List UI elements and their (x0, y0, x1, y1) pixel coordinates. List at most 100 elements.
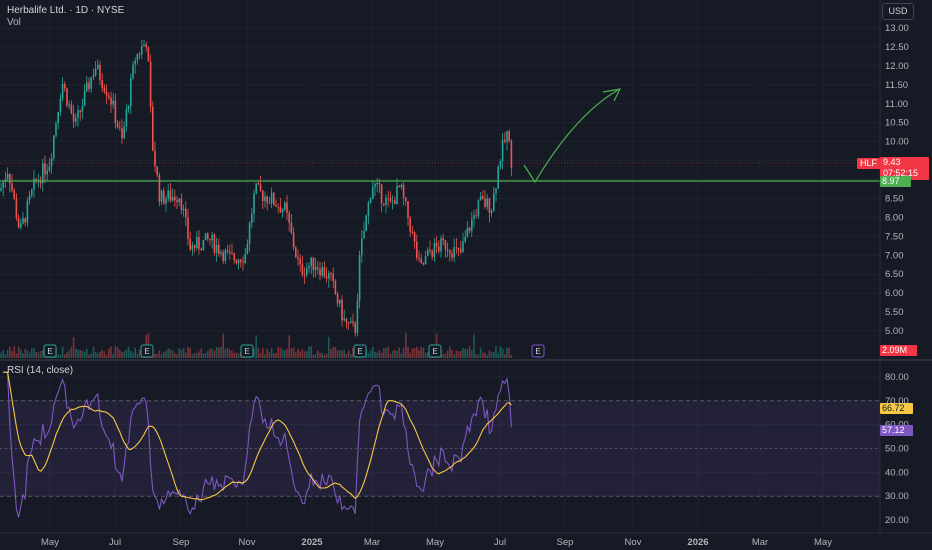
candle-body (482, 196, 484, 199)
currency-button[interactable]: USD (882, 3, 914, 20)
candle-body (152, 107, 154, 151)
candle-body (420, 258, 422, 263)
candle-body (207, 233, 209, 240)
candle-body (193, 245, 196, 248)
volume-bar (204, 352, 207, 358)
candle-body (477, 200, 480, 217)
volume-bar (422, 347, 425, 358)
candle-body (444, 240, 447, 250)
candle-body (299, 258, 301, 265)
candle-body (125, 109, 128, 127)
candle-body (328, 272, 330, 279)
volume-bar (253, 348, 255, 358)
volume-bar (215, 346, 218, 358)
rsi-line[interactable] (3, 371, 512, 518)
volume-bar (284, 350, 286, 358)
volume-bar (310, 346, 312, 358)
candle-body (372, 187, 374, 199)
volume-bar (31, 348, 33, 358)
candle-body (460, 249, 462, 253)
candle-body (83, 90, 86, 106)
volume-bar (442, 354, 444, 358)
volume-bar (394, 349, 396, 358)
projection-arrow[interactable] (523, 89, 619, 184)
candle-body (277, 206, 279, 208)
volume-bar (39, 351, 42, 358)
volume-bar (510, 354, 513, 358)
volume-bar (343, 349, 345, 358)
volume-bar (336, 350, 339, 358)
rsi-tick: 20.00 (885, 515, 909, 526)
volume-bar (325, 353, 328, 358)
volume-bar (413, 348, 416, 358)
volume-bar (506, 347, 508, 358)
candle-body (178, 198, 180, 202)
candle-body (442, 238, 444, 241)
candle-body (248, 222, 251, 245)
candle-body (416, 241, 418, 258)
volume-bar (424, 352, 427, 358)
candle-body (332, 273, 334, 282)
earnings-badge (353, 344, 367, 358)
volume-bar (121, 351, 123, 358)
volume-bar (453, 354, 455, 358)
earnings-badge (428, 344, 442, 358)
candle-body (488, 198, 491, 214)
candle-body (59, 98, 62, 112)
volume-bar (268, 352, 271, 358)
candle-body (312, 257, 315, 271)
candle-body (284, 202, 286, 210)
volume-bar (457, 351, 460, 358)
candle-body (435, 243, 438, 247)
volume-bar (178, 348, 180, 358)
candle-body (143, 44, 145, 47)
candle-body (356, 300, 359, 333)
candle-body (343, 318, 345, 321)
candle-body (385, 197, 387, 205)
candle-body (361, 238, 363, 256)
candle-body (0, 188, 2, 191)
volume-bar (185, 352, 187, 358)
price-tick: 5.00 (885, 326, 904, 337)
rsi-title[interactable]: RSI (14, close) (7, 365, 74, 376)
time-tick: Nov (625, 537, 642, 548)
candle-body (154, 150, 156, 167)
volume-bar (398, 347, 400, 358)
time-axis[interactable]: May Jul Sep Nov 2025 Mar May Jul Sep Nov 2026 Mar Ma… (41, 537, 832, 548)
candle-body (213, 234, 216, 253)
volume-bar (64, 354, 66, 358)
candle-body (380, 184, 383, 204)
candle-body (259, 184, 262, 191)
candle-body (303, 274, 306, 276)
candle-body (136, 53, 139, 61)
price-tick: 12.50 (885, 42, 909, 53)
candle-body (374, 184, 376, 188)
candle-body (389, 198, 392, 202)
candle-body (112, 100, 114, 105)
volume-bar (418, 350, 420, 358)
rsi-ma-line[interactable] (3, 371, 512, 501)
candle-body (273, 192, 275, 205)
candle-body (141, 46, 143, 55)
volume-bar (163, 352, 165, 358)
candle-body (347, 322, 350, 324)
volume-bar (372, 347, 374, 358)
candle-body (506, 131, 508, 142)
candle-body (290, 222, 293, 233)
volume-bar (257, 347, 260, 358)
volume-bar (0, 352, 2, 358)
candle-body (424, 256, 427, 265)
candle-body (33, 178, 35, 190)
candle-body (149, 61, 152, 108)
candle-body (50, 158, 53, 167)
symbol-title[interactable]: Herbalife Ltd. · 1D · NYSE (7, 5, 125, 16)
candle-body (231, 253, 233, 254)
candle-body (407, 201, 409, 219)
volume-bar (380, 352, 383, 358)
earnings-label: E (432, 347, 437, 356)
candle-body (55, 123, 57, 136)
candle-body (97, 64, 99, 69)
